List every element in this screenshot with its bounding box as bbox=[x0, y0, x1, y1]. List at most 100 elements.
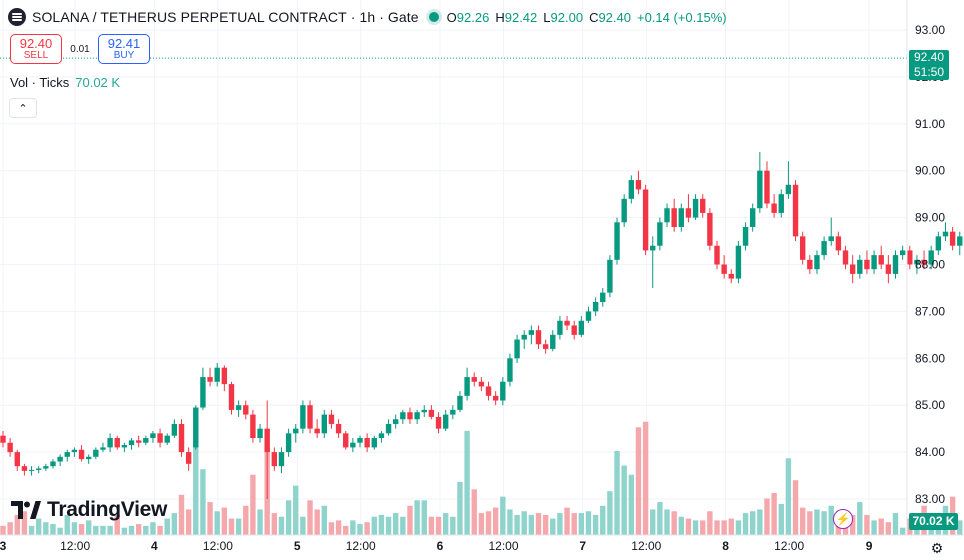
candle-body bbox=[600, 292, 606, 303]
volume-bar bbox=[93, 525, 99, 535]
volume-bar bbox=[357, 524, 363, 535]
volume-bar bbox=[528, 514, 535, 535]
volume-bar bbox=[521, 511, 527, 535]
candle-body bbox=[635, 180, 642, 190]
bar-countdown: 51:50 bbox=[913, 65, 945, 79]
volume-bar bbox=[871, 520, 877, 535]
candle-body bbox=[814, 255, 820, 270]
candle-body bbox=[471, 377, 477, 382]
volume-bar bbox=[785, 458, 792, 535]
candle-body bbox=[792, 184, 799, 237]
volume-bar bbox=[235, 518, 242, 535]
candle-body bbox=[307, 405, 313, 429]
candle-body bbox=[678, 208, 684, 227]
volume-bar bbox=[414, 500, 420, 535]
change-value: +0.14 (+0.15%) bbox=[637, 9, 727, 25]
price-tick-label: 86.00 bbox=[915, 351, 945, 365]
spread-value: 0.01 bbox=[70, 43, 90, 55]
candle-body bbox=[700, 198, 706, 213]
volume-bar bbox=[428, 516, 435, 535]
volume-bar bbox=[771, 492, 777, 535]
symbol-title[interactable]: SOLANA / TETHERUS PERPETUAL CONTRACT bbox=[32, 9, 347, 25]
candle-body bbox=[750, 208, 756, 227]
volume-bar bbox=[442, 513, 449, 535]
candle-body bbox=[557, 320, 563, 335]
volume-bar bbox=[799, 507, 806, 535]
buy-price: 92.41 bbox=[107, 35, 141, 51]
candle-body bbox=[114, 438, 120, 448]
price-tick-label: 89.00 bbox=[915, 211, 945, 225]
candle-body bbox=[828, 236, 834, 242]
candle-body bbox=[43, 466, 49, 469]
interval-label[interactable]: 1h bbox=[359, 9, 376, 25]
candle-body bbox=[728, 273, 734, 279]
volume-bar bbox=[492, 507, 499, 535]
price-tick-label: 85.00 bbox=[915, 398, 945, 412]
gear-icon[interactable]: ⚙ bbox=[930, 540, 944, 556]
volume-bar bbox=[807, 511, 813, 535]
volume-bar bbox=[742, 513, 749, 535]
candle-body bbox=[485, 386, 492, 396]
volume-bar bbox=[178, 494, 185, 535]
candle-body bbox=[857, 259, 863, 274]
candle-body bbox=[271, 452, 278, 467]
volume-bar bbox=[214, 511, 220, 535]
low-value: 92.00 bbox=[550, 9, 584, 25]
candle-body bbox=[871, 255, 877, 270]
candle-body bbox=[257, 428, 263, 439]
time-axis[interactable]: 3 12:00 4 12:00 5 12:00 6 12:00 7 12:00 8 12:00 9 bbox=[0, 534, 964, 553]
price-tick-label: 83.00 bbox=[915, 492, 945, 506]
candle-body bbox=[785, 184, 792, 195]
price-tick-label: 93.00 bbox=[915, 23, 945, 37]
ohlc-values: O 92.26 H 92.42 L 92.00 C 92.40 +0.14 (+… bbox=[447, 10, 727, 25]
price-tick-label: 84.00 bbox=[915, 445, 945, 459]
candle-body bbox=[93, 449, 99, 457]
tradingview-wordmark: TradingView bbox=[47, 498, 168, 521]
volume-bar bbox=[185, 509, 192, 535]
candle-body bbox=[642, 189, 649, 251]
volume-bar bbox=[778, 503, 784, 535]
volume-bar bbox=[14, 514, 20, 535]
candle-body bbox=[14, 452, 20, 467]
high-value: 92.42 bbox=[504, 9, 538, 25]
candle-body bbox=[321, 414, 327, 434]
candle-body bbox=[907, 250, 913, 265]
volume-bar bbox=[585, 511, 592, 535]
candle-body bbox=[899, 250, 906, 256]
volume-bar bbox=[285, 500, 292, 535]
buy-button[interactable]: 92.41 BUY bbox=[98, 34, 150, 64]
volume-bar bbox=[278, 516, 285, 535]
sell-button[interactable]: 92.40 SELL bbox=[10, 34, 62, 64]
volume-bar bbox=[814, 509, 820, 535]
volume-bar bbox=[321, 505, 327, 535]
candle-body bbox=[450, 409, 456, 415]
volume-bar bbox=[407, 505, 413, 535]
volume-bar bbox=[7, 522, 13, 535]
volume-legend[interactable]: Vol · Ticks 70.02 K bbox=[10, 75, 120, 90]
candle-body bbox=[957, 236, 963, 246]
price-axis[interactable]: 93.0092.0091.0090.0089.0088.0087.0086.00… bbox=[906, 0, 945, 535]
collapse-legend-button[interactable]: ⌃ bbox=[9, 98, 37, 118]
volume-bar bbox=[350, 520, 356, 535]
candle-body bbox=[235, 405, 242, 410]
candle-body bbox=[885, 264, 892, 274]
candle-body bbox=[71, 449, 78, 453]
lightning-icon[interactable]: ⚡ bbox=[833, 509, 853, 529]
time-tick-label: 12:00 bbox=[346, 539, 376, 553]
time-tick-label: 3 bbox=[0, 539, 7, 553]
volume-bar bbox=[207, 502, 213, 535]
volume-bar bbox=[85, 520, 92, 535]
close-value: 92.40 bbox=[598, 9, 631, 25]
exchange-label[interactable]: Gate bbox=[387, 9, 419, 25]
candle-body bbox=[414, 412, 420, 420]
volume-bar bbox=[557, 513, 563, 535]
candle-body bbox=[314, 428, 320, 434]
candle-body bbox=[707, 212, 713, 246]
volume-bar bbox=[614, 450, 620, 535]
tradingview-logo[interactable]: TradingView bbox=[11, 498, 167, 522]
candle-body bbox=[343, 433, 349, 448]
candle-body bbox=[335, 423, 342, 434]
volume-bar bbox=[957, 520, 963, 535]
volume-bar bbox=[257, 509, 263, 535]
